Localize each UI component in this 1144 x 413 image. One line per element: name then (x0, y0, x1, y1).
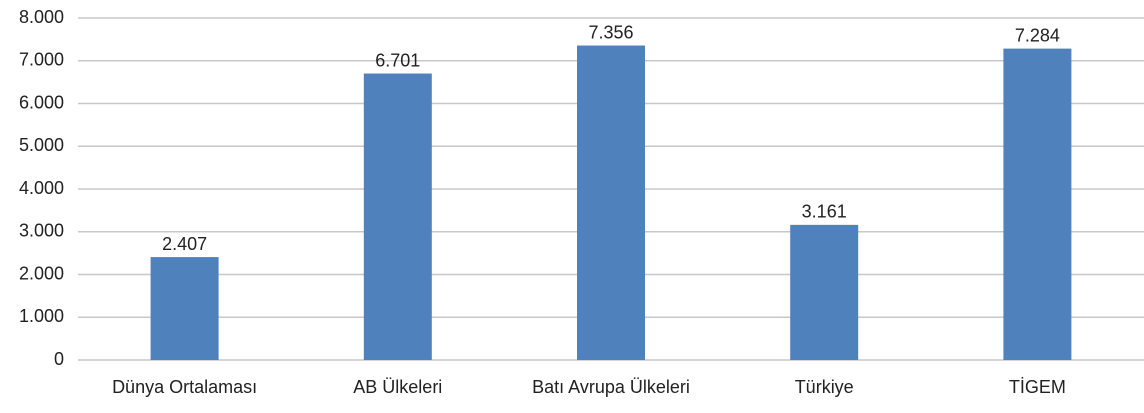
x-tick-label: Dünya Ortalaması (112, 377, 257, 397)
value-label: 7.356 (588, 22, 633, 42)
y-tick-label: 2.000 (19, 263, 64, 283)
bar (363, 73, 432, 360)
y-tick-label: 8.000 (19, 7, 64, 27)
x-tick-label: Türkiye (795, 377, 854, 397)
y-tick-label: 0 (54, 349, 64, 369)
x-tick-label: Batı Avrupa Ülkeleri (532, 377, 690, 397)
x-tick-label: AB Ülkeleri (353, 377, 442, 397)
y-tick-label: 7.000 (19, 50, 64, 70)
y-tick-label: 1.000 (19, 306, 64, 326)
y-tick-label: 6.000 (19, 92, 64, 112)
value-label: 7.284 (1015, 25, 1060, 45)
bar (577, 45, 645, 360)
value-label: 2.407 (162, 234, 207, 254)
y-tick-label: 4.000 (19, 178, 64, 198)
bar (150, 257, 219, 360)
bar (1003, 48, 1072, 360)
x-tick-label: TİGEM (1009, 377, 1066, 397)
y-tick-label: 5.000 (19, 135, 64, 155)
y-tick-label: 3.000 (19, 221, 64, 241)
value-label: 6.701 (375, 50, 420, 70)
value-label: 3.161 (802, 202, 847, 222)
bar (790, 224, 859, 360)
